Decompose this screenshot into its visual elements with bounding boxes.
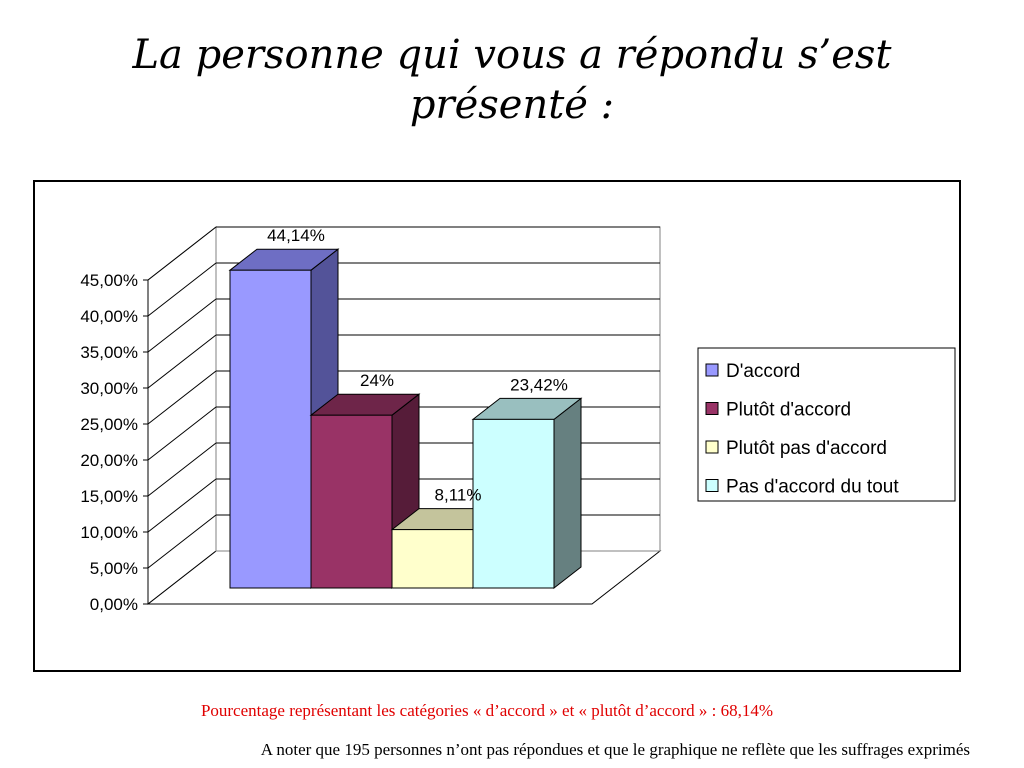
legend-swatch bbox=[705, 402, 719, 415]
summary-note: Pourcentage représentant les catégories … bbox=[200, 701, 774, 720]
data-label: 8,11% bbox=[435, 486, 482, 505]
gridline-side bbox=[147, 478, 217, 533]
y-tick-label: 10,00% bbox=[80, 523, 138, 542]
y-tick-label: 15,00% bbox=[80, 487, 138, 506]
y-tick-label: 5,00% bbox=[90, 559, 138, 578]
gridline-side bbox=[147, 406, 217, 461]
y-tick-label: 0,00% bbox=[90, 595, 138, 614]
gridline-side bbox=[147, 370, 217, 425]
legend-label: Plutôt d'accord bbox=[726, 400, 851, 421]
y-tick-label: 45,00% bbox=[80, 271, 138, 290]
bar bbox=[472, 418, 555, 589]
gridline-side bbox=[147, 514, 217, 569]
bar-side bbox=[553, 397, 582, 590]
slide-title-line-1: La personne qui vous a répondu s’est bbox=[132, 32, 892, 78]
gridline-side bbox=[147, 226, 217, 281]
legend-swatch bbox=[705, 479, 719, 492]
data-label: 24% bbox=[360, 371, 394, 390]
y-tick-label: 25,00% bbox=[80, 415, 138, 434]
legend-label: D'accord bbox=[726, 361, 800, 382]
y-tick-label: 20,00% bbox=[80, 451, 138, 470]
y-axis: 0,00% 5,00% 10,00% 15,00% 20,00% 25,00% 30,00%… bbox=[80, 271, 149, 614]
y-tick-label: 30,00% bbox=[80, 379, 138, 398]
gridline-side bbox=[147, 334, 217, 389]
gridline-side bbox=[147, 442, 217, 497]
data-label: 23,42% bbox=[510, 375, 568, 394]
data-labels: 44,14% 24% 8,11% 23,42% bbox=[267, 226, 568, 504]
legend-label: Pas d'accord du tout bbox=[726, 477, 899, 498]
footnote: A noter que 195 personnes n’ont pas répo… bbox=[260, 740, 970, 759]
y-tick-label: 35,00% bbox=[80, 343, 138, 362]
slide-title: La personne qui vous a répondu s’est pré… bbox=[0, 30, 1024, 130]
gridline-side bbox=[147, 262, 217, 317]
slide-title-line-2: présenté : bbox=[409, 82, 615, 128]
gridline-side bbox=[147, 298, 217, 353]
chart-legend: D'accord Plutôt d'accord Plutôt pas d'acco… bbox=[697, 347, 956, 502]
bar bbox=[391, 529, 474, 589]
y-tick-label: 40,00% bbox=[80, 307, 138, 326]
bar bbox=[229, 269, 312, 589]
legend-box bbox=[697, 347, 956, 502]
legend-swatch bbox=[705, 363, 719, 377]
legend-label: Plutôt pas d'accord bbox=[726, 438, 887, 459]
bar bbox=[310, 414, 393, 589]
data-label: 44,14% bbox=[267, 226, 325, 245]
legend-swatch bbox=[705, 440, 719, 454]
chart-bars bbox=[228, 248, 583, 590]
